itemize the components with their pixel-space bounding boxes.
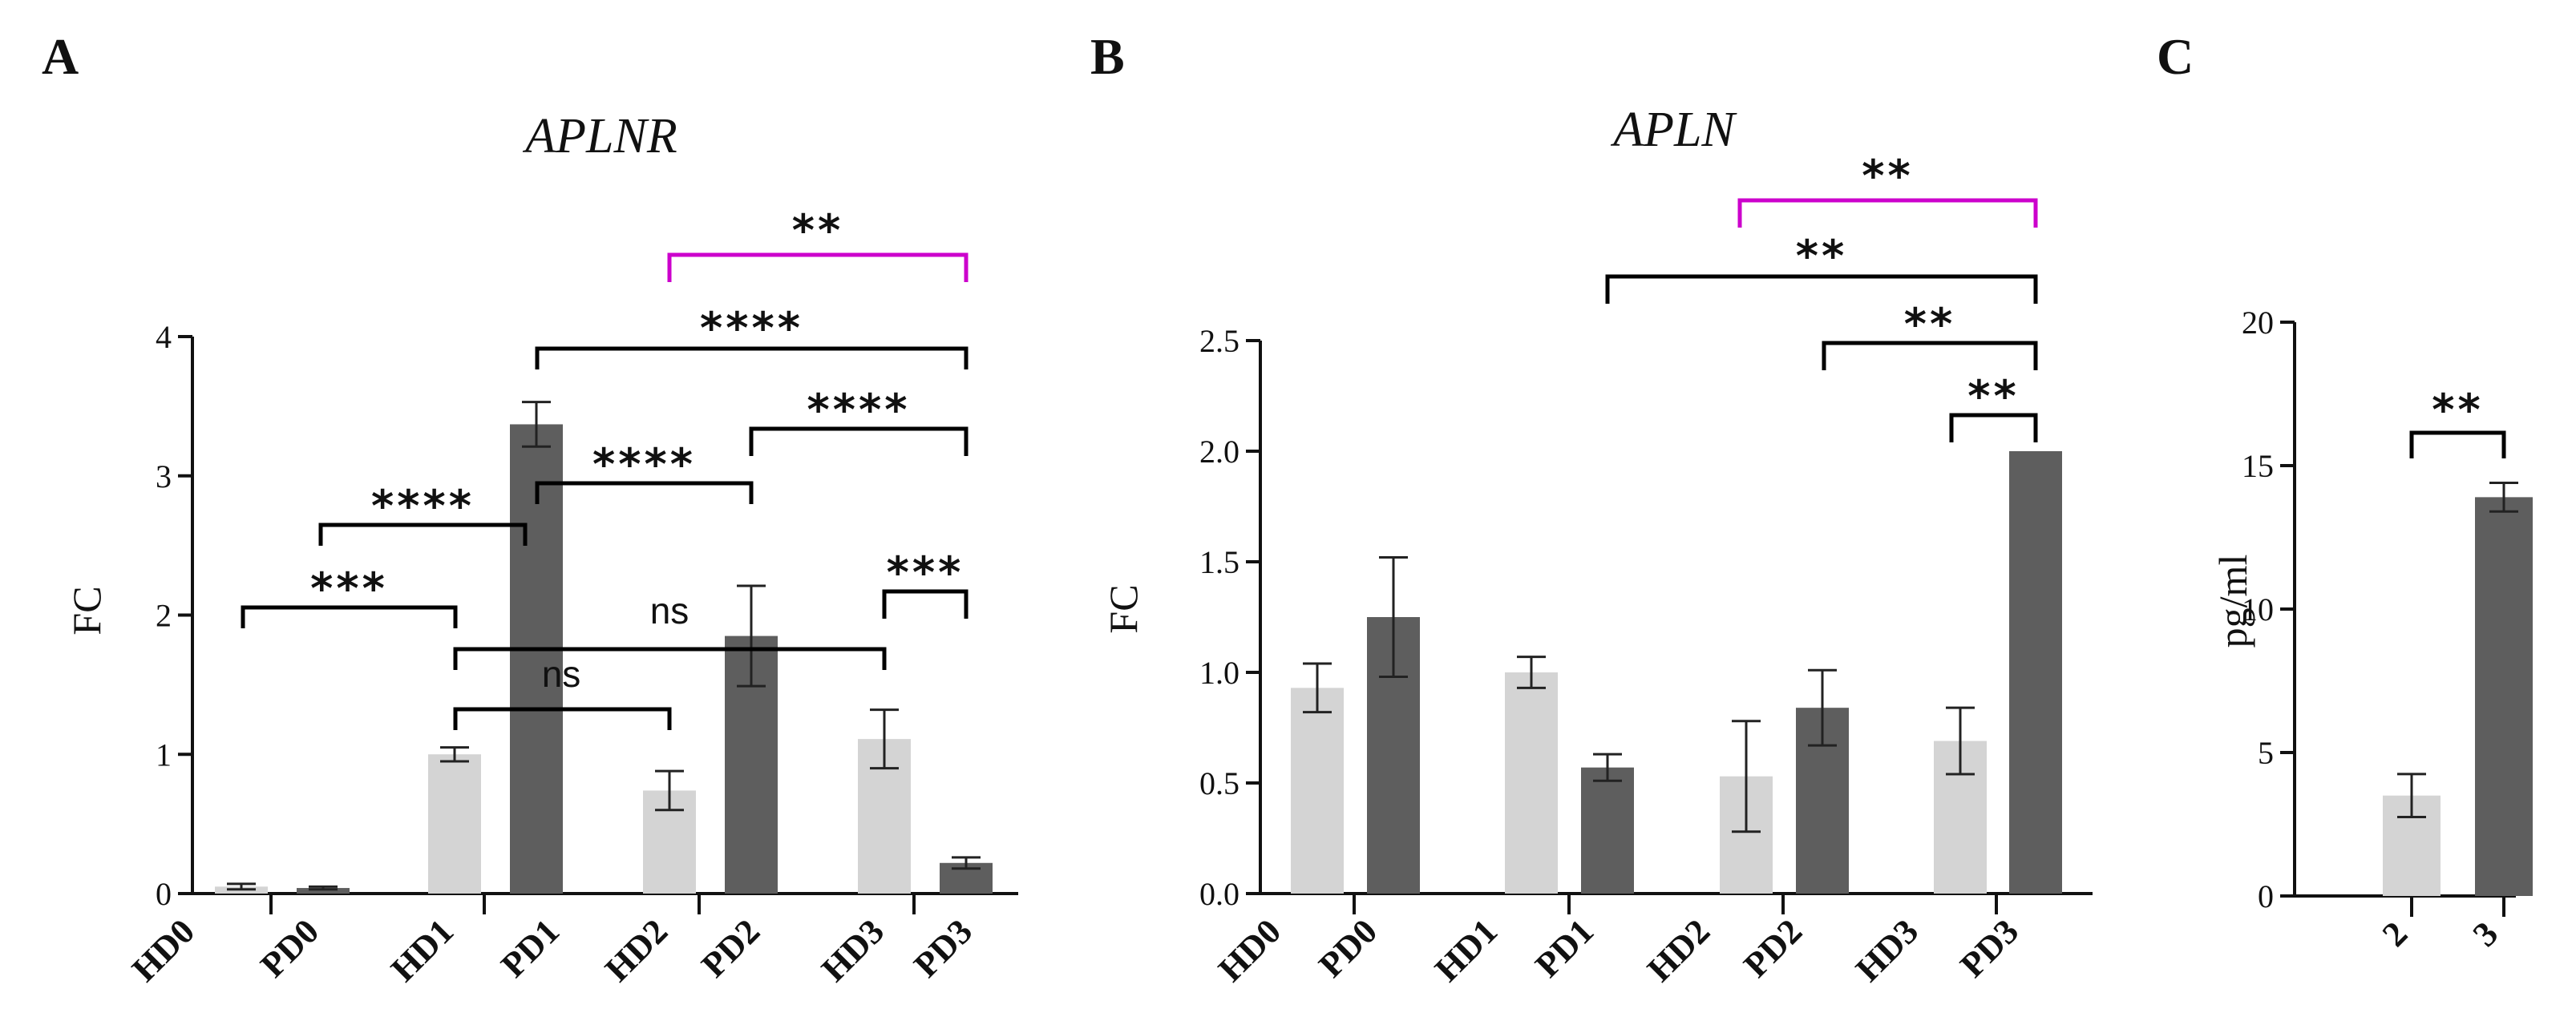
significance-label-a: ns <box>542 653 581 695</box>
y-tick-label-c: 20 <box>2242 305 2274 341</box>
panel-c: C pg/ml 0 5 10 15 20 2 3 ** <box>2157 28 2533 954</box>
significance-bracket-b <box>1737 198 2038 228</box>
significance-label-b: ** <box>1967 371 2019 422</box>
y-tick-label-b: 0.5 <box>1199 765 1239 801</box>
panel-a: A APLNR FC 0 1 2 3 4 HD0 PD0 HD1 PD1 HD2 PD2 HD3 PD3… <box>42 28 1018 989</box>
significance-label-b: ** <box>1796 231 1847 281</box>
significance-bracket-a <box>241 605 458 628</box>
x-tick-label-a: PD2 <box>694 911 767 985</box>
x-tick-label-c: 3 <box>2465 914 2505 954</box>
significance-label-a: **** <box>807 385 911 435</box>
bar-b-pd1 <box>1581 767 1634 894</box>
y-tick-label-b: 2.5 <box>1199 323 1239 359</box>
y-tick-label-a: 0 <box>156 876 172 912</box>
bar-c-3 <box>2475 497 2533 896</box>
significance-bracket-b <box>1605 274 2038 304</box>
y-tick-label-a: 4 <box>156 319 172 355</box>
y-tick-label-b: 1.0 <box>1199 655 1239 691</box>
bar-b-pd3 <box>2009 451 2062 894</box>
plot-area-b: 0.0 0.5 1.0 1.5 2.0 2.5 HD0 PD0 HD1 PD1 HD2 PD2 HD3 P… <box>1199 151 2093 989</box>
y-axis-label-a: FC <box>64 586 109 635</box>
significance-bracket-a <box>453 707 672 730</box>
significance-label-a: **** <box>592 439 696 490</box>
x-tick-label-b: PD2 <box>1736 911 1810 985</box>
significance-bracket-a <box>749 426 969 456</box>
panel-letter-a: A <box>42 28 79 85</box>
x-tick-label-b: HD0 <box>1211 911 1288 989</box>
significance-label-b: ** <box>1862 151 1913 201</box>
x-tick-label-b: HD1 <box>1427 911 1505 989</box>
significance-bracket-a <box>535 346 969 369</box>
significance-bracket-b <box>1822 341 2038 370</box>
x-tick-label-a: PD1 <box>493 911 567 985</box>
y-tick-label-a: 3 <box>156 458 172 494</box>
bar-b-hd0 <box>1291 688 1344 894</box>
x-tick-label-a: PD0 <box>253 911 326 985</box>
significance-label-a: **** <box>371 481 475 531</box>
significance-bracket-a <box>318 523 528 546</box>
x-tick-label-a: HD1 <box>383 911 461 989</box>
x-tick-label-a: HD0 <box>124 911 202 989</box>
plot-area-c: 0 5 10 15 20 2 3 ** <box>2242 305 2533 954</box>
significance-label-a: *** <box>887 547 964 598</box>
x-tick-label-a: HD3 <box>814 911 892 989</box>
x-tick-label-b: PD3 <box>1952 911 2026 985</box>
y-tick-label-c: 10 <box>2242 591 2274 628</box>
chart-title-b: APLN <box>1610 103 1737 157</box>
y-tick-label-a: 1 <box>156 736 172 773</box>
significance-bracket-a <box>535 481 754 504</box>
significance-label-a: ** <box>792 205 843 256</box>
bar-a-hd1 <box>428 754 481 894</box>
y-axis-label-b: FC <box>1101 584 1146 633</box>
x-tick-label-c: 2 <box>2375 914 2415 954</box>
y-tick-label-b: 0.0 <box>1199 876 1239 912</box>
bar-b-hd1 <box>1505 672 1558 894</box>
significance-label-b: ** <box>1904 299 1955 349</box>
significance-label-a: *** <box>310 563 388 614</box>
y-axis-label-c: pg/ml <box>2210 555 2255 648</box>
x-tick-label-a: PD3 <box>906 911 980 985</box>
panel-letter-c: C <box>2157 28 2194 85</box>
panel-b: B APLN FC 0.0 0.5 1.0 1.5 2.0 2.5 HD0 PD0 HD1 PD1… <box>1090 28 2093 989</box>
y-tick-label-b: 2.0 <box>1199 434 1239 470</box>
significance-bracket-c <box>2409 430 2506 458</box>
significance-bracket-a <box>882 589 969 619</box>
significance-label-a: ns <box>650 590 689 632</box>
y-tick-label-b: 1.5 <box>1199 544 1239 580</box>
bar-a-pd0 <box>297 888 350 894</box>
x-tick-label-b: HD3 <box>1848 911 1926 989</box>
panel-letter-b: B <box>1090 28 1125 85</box>
x-tick-label-b: PD0 <box>1311 911 1385 985</box>
y-tick-label-a: 2 <box>156 598 172 634</box>
significance-bracket-a <box>453 647 887 670</box>
y-tick-label-c: 5 <box>2258 735 2274 771</box>
chart-title-a: APLNR <box>522 109 677 163</box>
y-tick-label-c: 0 <box>2258 878 2274 914</box>
significance-bracket-b <box>1949 413 2038 442</box>
significance-label-c: ** <box>2432 385 2483 435</box>
significance-label-a: **** <box>700 303 803 353</box>
y-tick-label-c: 15 <box>2242 448 2274 484</box>
x-tick-label-b: PD1 <box>1527 911 1601 985</box>
x-tick-label-b: HD2 <box>1640 911 1717 989</box>
x-tick-label-a: HD2 <box>597 911 675 989</box>
significance-bracket-a <box>667 252 969 282</box>
